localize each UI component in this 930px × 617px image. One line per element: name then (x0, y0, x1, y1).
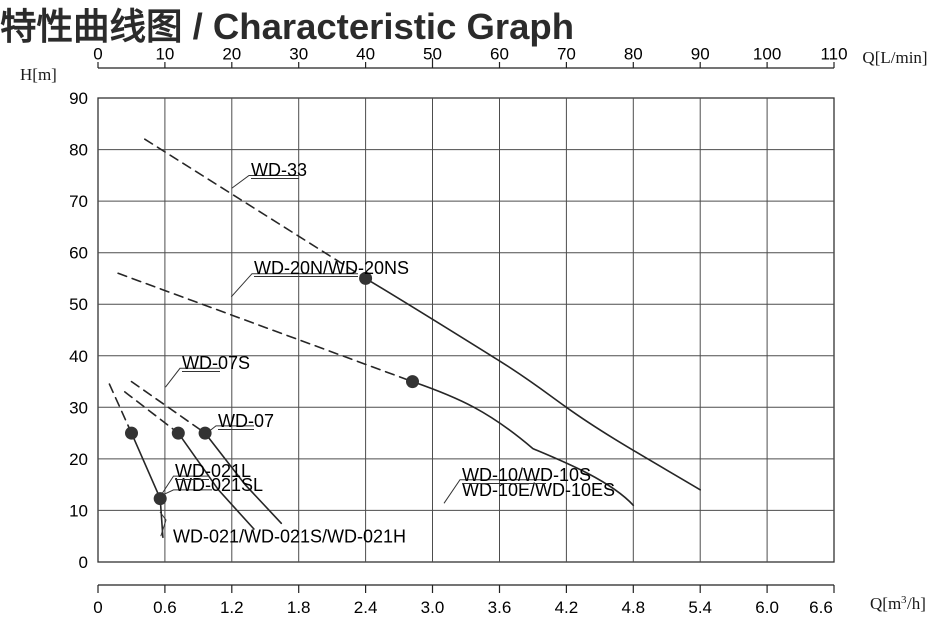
svg-text:WD-021/WD-021S/WD-021H: WD-021/WD-021S/WD-021H (173, 527, 406, 547)
svg-text:70: 70 (69, 192, 88, 211)
svg-text:10: 10 (69, 501, 88, 520)
svg-text:H[m]: H[m] (20, 65, 57, 84)
svg-text:Q[L/min]: Q[L/min] (862, 48, 927, 67)
svg-text:90: 90 (691, 45, 710, 64)
svg-text:10: 10 (155, 45, 174, 64)
svg-text:WD-33: WD-33 (251, 160, 307, 180)
svg-text:1.8: 1.8 (287, 598, 311, 617)
svg-text:80: 80 (69, 141, 88, 160)
svg-text:30: 30 (69, 398, 88, 417)
svg-text:90: 90 (69, 89, 88, 108)
svg-text:WD-07S: WD-07S (182, 353, 250, 373)
svg-text:Q[m: Q[m (870, 594, 901, 613)
svg-text:60: 60 (69, 244, 88, 263)
svg-text:3.6: 3.6 (488, 598, 512, 617)
svg-text:0: 0 (93, 45, 102, 64)
svg-text:1.2: 1.2 (220, 598, 244, 617)
svg-text:70: 70 (557, 45, 576, 64)
svg-text:110: 110 (820, 45, 847, 64)
svg-text:5.4: 5.4 (688, 598, 712, 617)
svg-text:20: 20 (69, 450, 88, 469)
svg-text:6.6: 6.6 (809, 598, 833, 617)
svg-text:80: 80 (624, 45, 643, 64)
svg-text:20: 20 (222, 45, 241, 64)
svg-text:/h]: /h] (907, 594, 926, 613)
svg-text:60: 60 (490, 45, 509, 64)
svg-text:WD-07: WD-07 (218, 411, 274, 431)
svg-text:50: 50 (69, 295, 88, 314)
svg-text:2.4: 2.4 (354, 598, 378, 617)
svg-text:6.0: 6.0 (755, 598, 779, 617)
svg-text:WD-20N/WD-20NS: WD-20N/WD-20NS (254, 258, 409, 278)
svg-text:0.6: 0.6 (153, 598, 177, 617)
svg-text:40: 40 (69, 347, 88, 366)
svg-text:4.2: 4.2 (555, 598, 579, 617)
svg-text:3.0: 3.0 (421, 598, 445, 617)
svg-text:0: 0 (93, 598, 102, 617)
svg-text:40: 40 (356, 45, 375, 64)
svg-text:30: 30 (289, 45, 308, 64)
svg-text:WD-021SL: WD-021SL (175, 475, 263, 495)
svg-text:50: 50 (423, 45, 442, 64)
svg-text:100: 100 (753, 45, 781, 64)
svg-text:0: 0 (79, 553, 88, 572)
svg-text:4.8: 4.8 (621, 598, 645, 617)
